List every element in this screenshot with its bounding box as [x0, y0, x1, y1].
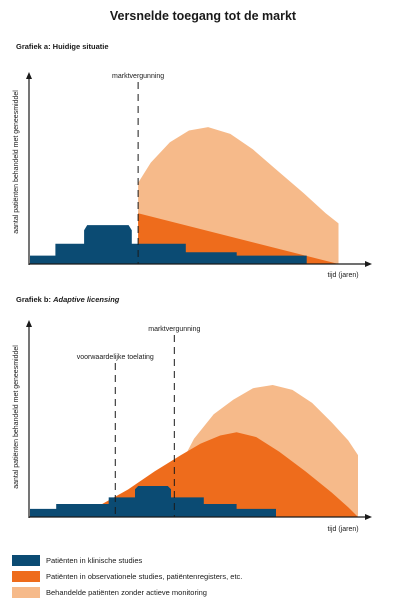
- legend-swatch-treated: [12, 587, 40, 598]
- marker-label: voorwaardelijke toelating: [77, 354, 154, 361]
- area-clinical: [30, 486, 276, 517]
- y-axis-label: aantal patiënten behandeld met geneesmid…: [13, 345, 20, 489]
- legend-item-clinical: Patiënten in klinische studies: [12, 553, 402, 568]
- chart-title: Grafiek b: Adaptive licensing: [16, 295, 120, 304]
- main-title: Versnelde toegang tot de markt: [110, 9, 297, 23]
- y-axis-label: aantal patiënten behandeld met geneesmid…: [13, 90, 20, 234]
- marker-label: marktvergunning: [112, 73, 164, 80]
- legend-label: Patiënten in observationele studies, pat…: [46, 572, 243, 581]
- x-axis-label: tijd (jaren): [327, 272, 358, 279]
- y-axis-arrow: [26, 320, 32, 327]
- chart-b: Grafiek b: Adaptive licensing voorwaardel…: [13, 295, 372, 533]
- x-axis-label: tijd (jaren): [327, 526, 358, 533]
- chart-a: Grafiek a: Huidige situatie marktvergunni…: [13, 42, 372, 279]
- legend-label: Behandelde patiënten zonder actieve moni…: [46, 588, 207, 597]
- x-axis-arrow: [365, 514, 372, 520]
- chart-title: Grafiek a: Huidige situatie: [16, 42, 109, 51]
- legend-item-treated: Behandelde patiënten zonder actieve moni…: [12, 585, 402, 600]
- marker-label: marktvergunning: [148, 326, 200, 333]
- legend-swatch-observational: [12, 571, 40, 582]
- legend-label: Patiënten in klinische studies: [46, 556, 143, 565]
- y-axis-arrow: [26, 72, 32, 79]
- legend-swatch-clinical: [12, 555, 40, 566]
- legend-item-observational: Patiënten in observationele studies, pat…: [12, 569, 402, 584]
- x-axis-arrow: [365, 261, 372, 267]
- legend: Patiënten in klinische studies Patiënten…: [12, 553, 402, 601]
- area-observational: [138, 213, 339, 264]
- area-clinical: [30, 225, 307, 264]
